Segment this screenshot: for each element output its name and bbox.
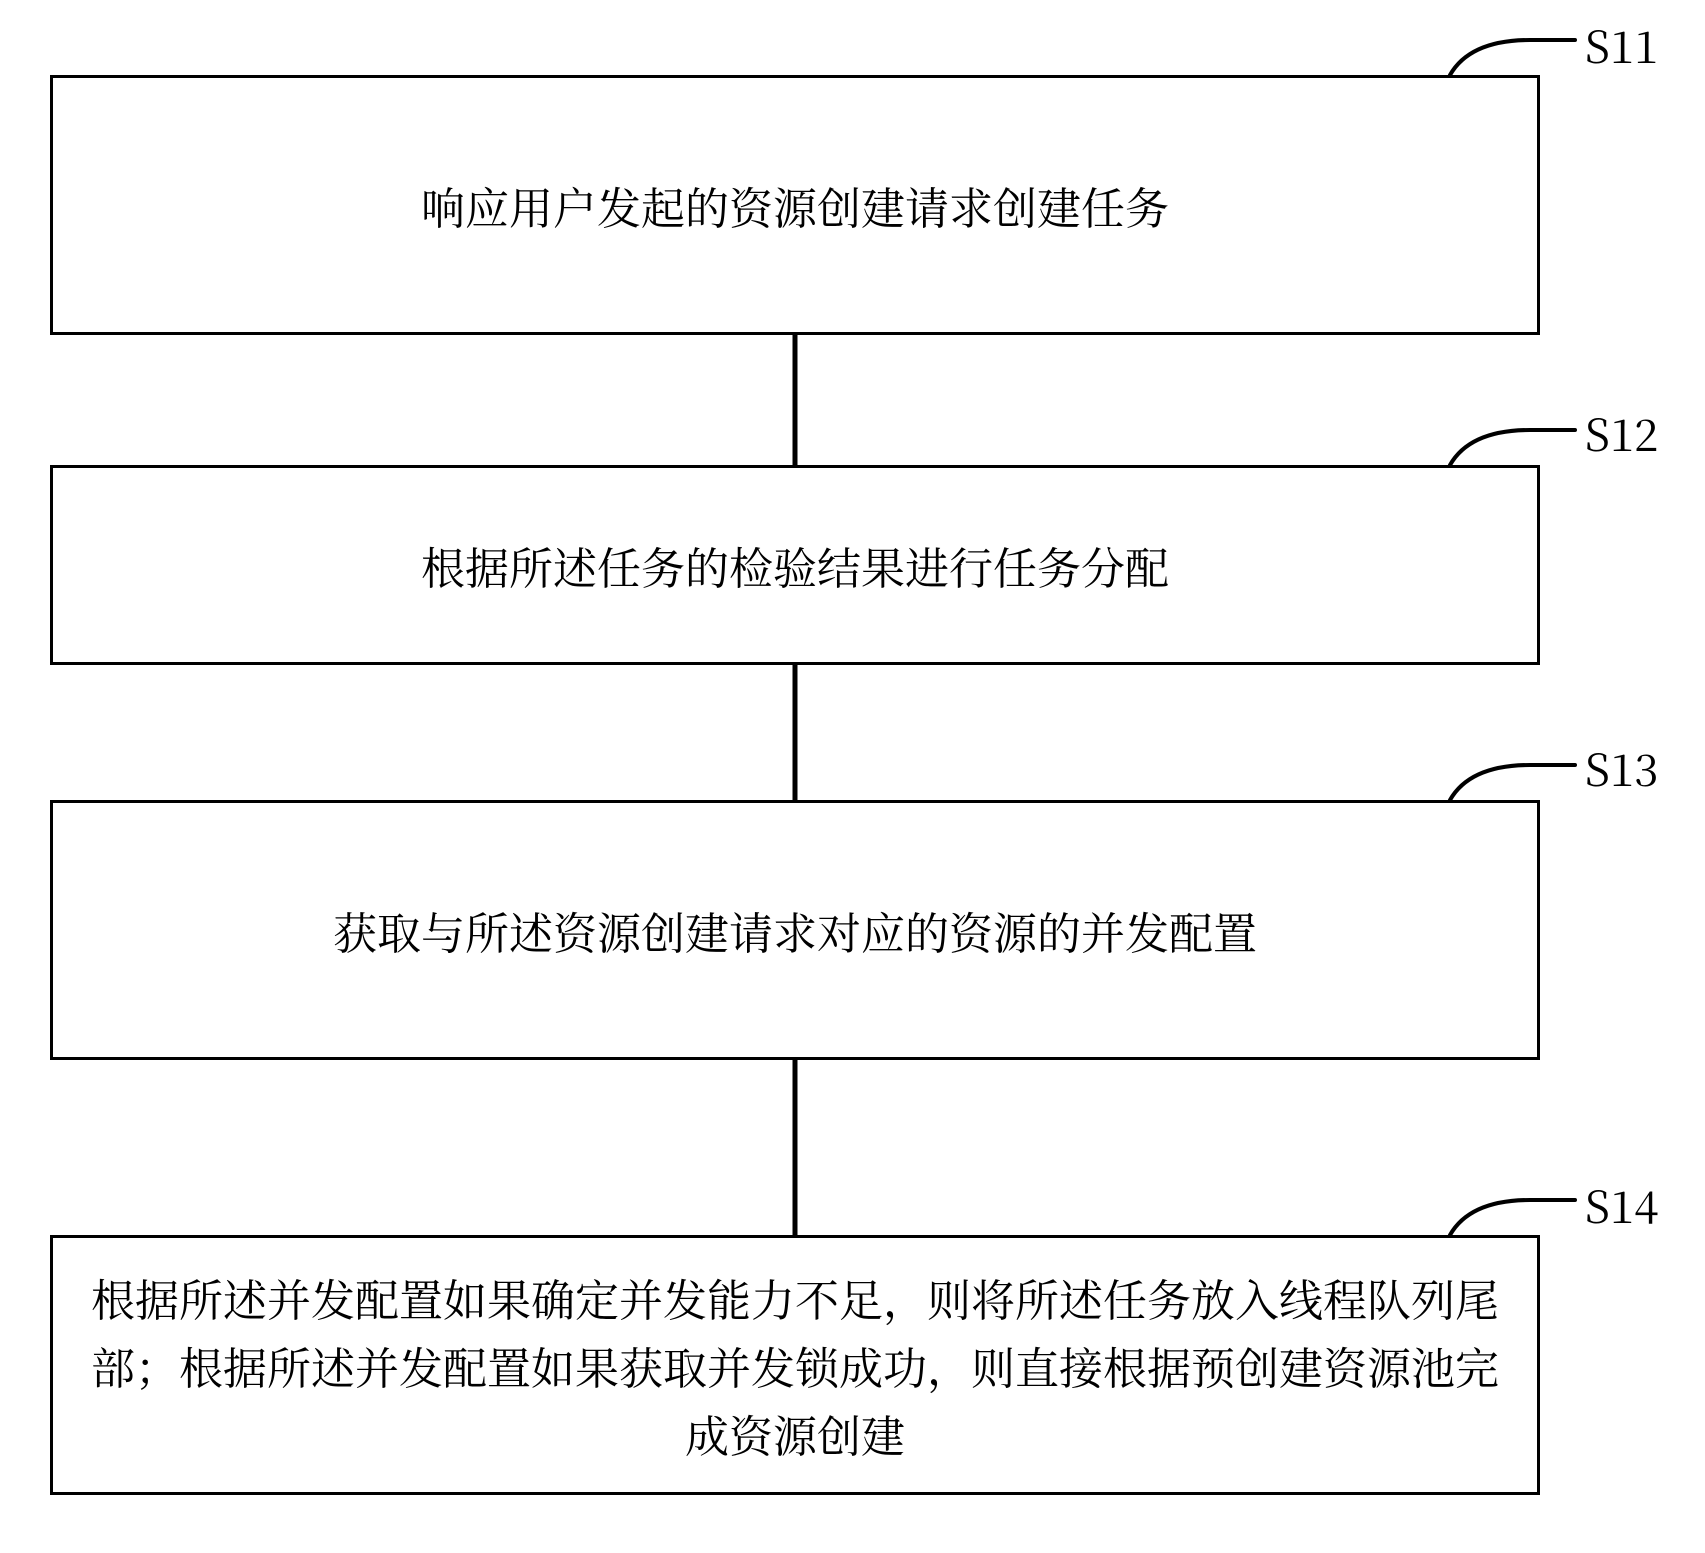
step-label-S12: S12 bbox=[1585, 400, 1658, 464]
flowchart-stage: 响应用户发起的资源创建请求创建任务根据所述任务的检验结果进行任务分配获取与所述资… bbox=[0, 0, 1705, 1553]
flow-step-S13: 获取与所述资源创建请求对应的资源的并发配置 bbox=[50, 800, 1540, 1060]
step-label-S14: S14 bbox=[1585, 1172, 1658, 1236]
flow-step-S11: 响应用户发起的资源创建请求创建任务 bbox=[50, 75, 1540, 335]
flow-step-S14: 根据所述并发配置如果确定并发能力不足，则将所述任务放入线程队列尾部；根据所述并发… bbox=[50, 1235, 1540, 1495]
step-label-S13: S13 bbox=[1585, 735, 1658, 799]
flow-step-S12: 根据所述任务的检验结果进行任务分配 bbox=[50, 465, 1540, 665]
step-label-S11: S11 bbox=[1585, 12, 1658, 76]
